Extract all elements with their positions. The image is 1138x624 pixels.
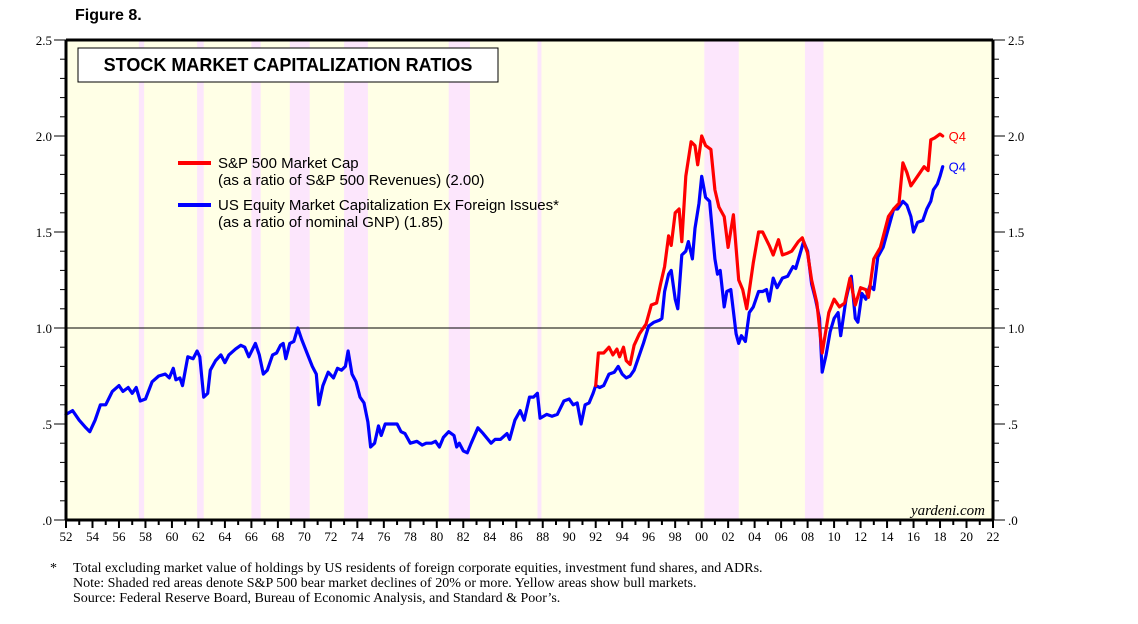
chart-title: STOCK MARKET CAPITALIZATION RATIOS <box>104 55 473 75</box>
x-tick-label: 66 <box>245 529 259 544</box>
bear-market-band <box>537 40 542 520</box>
footnote-text: Source: Federal Reserve Board, Bureau of… <box>73 591 561 606</box>
y-tick-label-right: 2.0 <box>1008 129 1024 144</box>
y-tick-label-right: 1.5 <box>1008 225 1024 240</box>
x-tick-label: 86 <box>510 529 524 544</box>
watermark: yardeni.com <box>909 503 985 519</box>
legend-label: S&P 500 Market Cap <box>218 155 359 172</box>
y-tick-label-right: 2.5 <box>1008 33 1024 48</box>
x-tick-label: 02 <box>722 529 735 544</box>
x-tick-label: 90 <box>563 529 576 544</box>
x-tick-label: 06 <box>775 529 789 544</box>
series-layer: Q4 Q4 <box>64 129 966 455</box>
x-tick-label: 10 <box>828 529 841 544</box>
y-tick-label-left: .0 <box>42 513 52 528</box>
x-tick-label: 22 <box>987 529 1000 544</box>
footnote-row: Source: Federal Reserve Board, Bureau of… <box>50 591 763 606</box>
chart-title-box: STOCK MARKET CAPITALIZATION RATIOS <box>77 47 499 83</box>
x-tick-label: 88 <box>536 529 549 544</box>
x-tick-label: 16 <box>907 529 921 544</box>
x-tick-label: 08 <box>801 529 814 544</box>
x-tick-label: 92 <box>589 529 602 544</box>
x-tick-label: 96 <box>642 529 656 544</box>
bear-market-band <box>804 40 824 520</box>
x-tick-label: 12 <box>854 529 867 544</box>
market-phase-bands <box>66 40 993 520</box>
x-tick-label: 70 <box>298 529 311 544</box>
bull-market-area <box>66 40 993 520</box>
x-tick-label: 68 <box>271 529 284 544</box>
x-tick-label: 56 <box>112 529 126 544</box>
footnote-mark: * <box>50 561 57 576</box>
x-tick-label: 20 <box>960 529 973 544</box>
y-tick-label-right: 1.0 <box>1008 321 1024 336</box>
series-end-label: Q4 <box>949 160 966 175</box>
legend-item-us-equity: US Equity Market Capitalization Ex Forei… <box>178 197 559 231</box>
x-tick-label: 94 <box>616 529 630 544</box>
bear-market-band <box>251 40 261 520</box>
bear-market-band <box>344 40 368 520</box>
x-tick-label: 72 <box>324 529 337 544</box>
legend-item-sp500: S&P 500 Market Cap (as a ratio of S&P 50… <box>178 155 485 189</box>
x-tick-label: 80 <box>430 529 443 544</box>
series-line-0 <box>594 132 945 388</box>
x-tick-label: 62 <box>192 529 205 544</box>
bear-market-band <box>448 40 470 520</box>
series-end-label: Q4 <box>949 129 966 144</box>
bear-market-band <box>197 40 204 520</box>
y-tick-label-left: .5 <box>42 417 52 432</box>
x-tick-label: 14 <box>881 529 895 544</box>
y-tick-label-left: 2.5 <box>36 33 52 48</box>
x-tick-label: 76 <box>377 529 391 544</box>
x-tick-label: 18 <box>934 529 947 544</box>
footnote-mark <box>50 576 73 591</box>
x-tick-label: 84 <box>483 529 497 544</box>
legend-sublabel: (as a ratio of S&P 500 Revenues) (2.00) <box>218 172 485 189</box>
chart: Q4 Q4 .0 .0 .5 .5 1.0 1.0 1.5 1.5 2.0 2.0 2.5 2.5 52 5… <box>36 33 1025 544</box>
x-tick-label: 64 <box>218 529 232 544</box>
footnotes: * Total excluding market value of holdin… <box>50 561 763 606</box>
figure-label: Figure 8. <box>75 7 142 24</box>
legend: S&P 500 Market Cap (as a ratio of S&P 50… <box>178 155 559 231</box>
legend-label: US Equity Market Capitalization Ex Forei… <box>218 197 559 214</box>
x-tick-label: 74 <box>351 529 365 544</box>
x-tick-label: 54 <box>86 529 100 544</box>
x-tick-label: 52 <box>60 529 73 544</box>
y-tick-label-right: .5 <box>1008 417 1018 432</box>
footnote-mark <box>50 591 73 606</box>
legend-sublabel: (as a ratio of nominal GNP) (1.85) <box>218 214 443 231</box>
y-tick-label-left: 2.0 <box>36 129 52 144</box>
x-tick-label: 58 <box>139 529 152 544</box>
x-tick-label: 04 <box>748 529 762 544</box>
x-tick-label: 82 <box>457 529 470 544</box>
axes: .0 .0 .5 .5 1.0 1.0 1.5 1.5 2.0 2.0 2.5 2.5 52 54 56 58… <box>36 33 1025 544</box>
x-tick-label: 78 <box>404 529 417 544</box>
bear-market-band <box>289 40 310 520</box>
y-tick-label-left: 1.5 <box>36 225 52 240</box>
x-tick-label: 60 <box>165 529 178 544</box>
x-tick-label: 98 <box>669 529 682 544</box>
y-tick-label-left: 1.0 <box>36 321 52 336</box>
y-tick-label-right: .0 <box>1008 513 1018 528</box>
bear-market-band <box>138 40 145 520</box>
x-tick-label: 00 <box>695 529 708 544</box>
footnote-text: Note: Shaded red areas denote S&P 500 be… <box>73 576 697 591</box>
footnote-row: Note: Shaded red areas denote S&P 500 be… <box>50 576 763 591</box>
footnote-text: Total excluding market value of holdings… <box>73 561 763 576</box>
footnote-row: * Total excluding market value of holdin… <box>50 561 763 576</box>
